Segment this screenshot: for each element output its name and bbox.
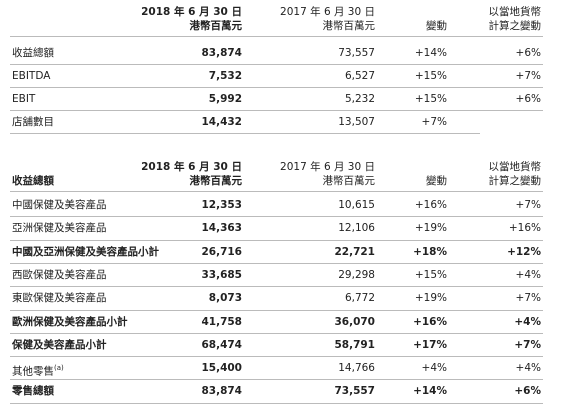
header-cell: 港幣百萬元: [189, 175, 243, 187]
row-rule: [10, 216, 543, 218]
cell: 14,432: [201, 116, 242, 128]
header-cell: 2018 年 6 月 30 日: [141, 6, 242, 18]
row-label: 東歐保健及美容產品: [12, 292, 107, 305]
cell: 6,527: [344, 70, 375, 82]
cell: +6%: [514, 385, 541, 398]
row-rule: [10, 379, 543, 381]
row-label: 中國及亞洲保健及美容產品小計: [12, 245, 159, 258]
cell: 6,772: [344, 292, 375, 305]
cell: +19%: [414, 222, 447, 235]
cell: 7,532: [208, 70, 242, 82]
header-cell: 港幣百萬元: [322, 175, 376, 187]
row-label: EBITDA: [12, 70, 51, 82]
cell: +18%: [413, 245, 447, 258]
row-rule: [10, 262, 543, 264]
row-label: 其他零售(a): [12, 364, 64, 378]
header-cell: 以當地貨幣: [488, 161, 542, 173]
row-label: EBIT: [12, 93, 36, 105]
cell: +16%: [413, 315, 447, 328]
row-rule: [10, 239, 543, 241]
cell: 29,298: [338, 268, 375, 281]
cell: +4%: [421, 362, 447, 375]
cell: 14,363: [201, 222, 242, 235]
cell: 12,353: [201, 199, 242, 211]
cell: +16%: [414, 199, 447, 211]
header-rule: [10, 191, 543, 192]
cell: +17%: [413, 338, 447, 351]
cell: +6%: [515, 93, 541, 105]
cell: 22,721: [334, 245, 375, 258]
cell: +7%: [514, 338, 541, 351]
row-label: 收益總額: [12, 47, 54, 59]
cell: 73,557: [334, 385, 375, 398]
cell: +4%: [515, 268, 541, 281]
cell: +14%: [413, 385, 447, 398]
cell: 8,073: [208, 292, 242, 305]
row-label: 歐洲保健及美容產品小計: [12, 315, 128, 328]
cell: 83,874: [201, 47, 242, 59]
header-cell: 計算之變動: [488, 175, 542, 187]
cell: +7%: [515, 199, 541, 211]
row-label: 保健及美容產品小計: [12, 338, 107, 351]
cell: 5,992: [208, 93, 242, 105]
header-cell: 變動: [426, 175, 447, 187]
cell: +15%: [414, 93, 447, 105]
cell: 33,685: [201, 268, 242, 281]
header-cell: 2018 年 6 月 30 日: [141, 161, 242, 173]
cell: 5,232: [344, 93, 375, 105]
cell: 68,474: [201, 338, 242, 351]
header-cell: 港幣百萬元: [322, 20, 376, 32]
header-cell: 2017 年 6 月 30 日: [280, 6, 375, 18]
row-label: 亞洲保健及美容產品: [12, 222, 107, 235]
cell: +7%: [515, 70, 541, 82]
row-rule: [10, 133, 480, 134]
table-title: 收益總額: [12, 175, 54, 187]
cell: +15%: [414, 70, 447, 82]
row-rule: [10, 402, 543, 404]
cell: 10,615: [338, 199, 375, 211]
cell: +15%: [414, 268, 447, 281]
row-label: 零售總額: [12, 385, 54, 398]
cell: +14%: [414, 47, 447, 59]
row-rule: [10, 110, 543, 111]
cell: 36,070: [334, 315, 375, 328]
cell: 41,758: [201, 315, 242, 328]
row-label: 中國保健及美容產品: [12, 199, 107, 211]
cell: +7%: [421, 116, 447, 128]
row-rule: [10, 332, 543, 334]
cell: 13,507: [338, 116, 375, 128]
header-cell: 變動: [426, 20, 447, 32]
cell: +7%: [515, 292, 541, 305]
row-label: 西歐保健及美容產品: [12, 268, 107, 281]
cell: 73,557: [338, 47, 375, 59]
row-rule: [10, 286, 543, 288]
cell: +12%: [507, 245, 541, 258]
row-rule: [10, 87, 543, 88]
header-cell: 港幣百萬元: [189, 20, 243, 32]
cell: 58,791: [334, 338, 375, 351]
header-cell: 以當地貨幣: [488, 6, 542, 18]
row-rule: [10, 356, 543, 358]
cell: 14,766: [338, 362, 375, 375]
cell: +16%: [508, 222, 541, 235]
cell: +6%: [515, 47, 541, 59]
row-rule: [10, 309, 543, 311]
header-cell: 2017 年 6 月 30 日: [280, 161, 375, 173]
footnote-mark: (a): [54, 364, 64, 373]
cell: 26,716: [201, 245, 242, 258]
header-cell: 計算之變動: [488, 20, 542, 32]
row-label: 店舖數目: [12, 116, 54, 128]
header-rule: [10, 36, 543, 37]
cell: +4%: [514, 315, 541, 328]
row-rule: [10, 64, 543, 65]
cell: 15,400: [201, 362, 242, 375]
cell: +4%: [515, 362, 541, 375]
cell: +19%: [414, 292, 447, 305]
cell: 83,874: [201, 385, 242, 398]
cell: 12,106: [338, 222, 375, 235]
